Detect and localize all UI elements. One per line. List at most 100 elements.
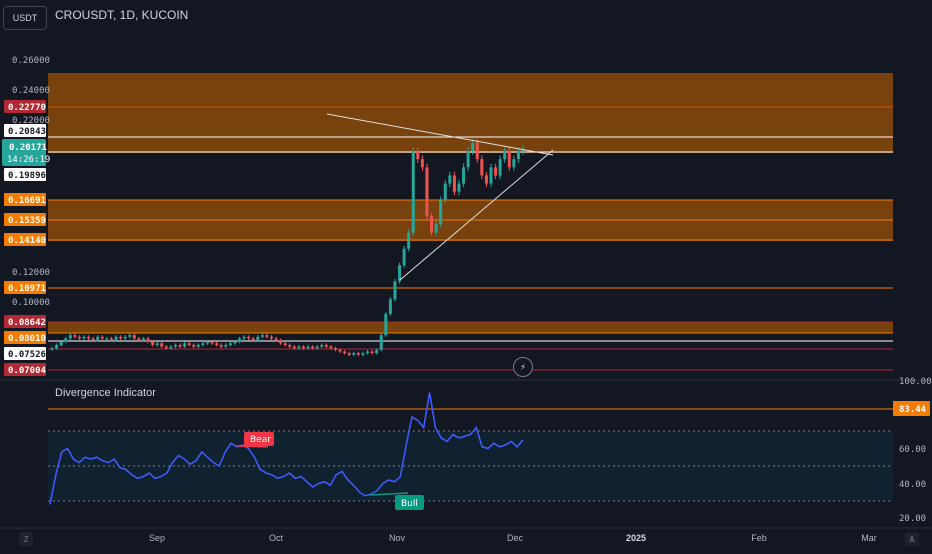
price-axis-tick: 0.22000 [12, 116, 50, 126]
price-level-label: 0.08010 [8, 334, 46, 344]
auto-scale-button[interactable]: A [905, 532, 919, 546]
candle-body [338, 349, 342, 352]
price-axis-tick: 0.10000 [12, 298, 50, 308]
bear-signal-label: Bear [250, 435, 271, 445]
price-level-tag [4, 233, 46, 246]
resistance-zone [48, 73, 893, 153]
candle-body [388, 299, 392, 314]
price-level-label: 0.22770 [8, 103, 46, 113]
candle-body [164, 346, 168, 349]
candle-body [306, 346, 310, 349]
trendline-lower [399, 149, 554, 281]
price-level-label: 0.10971 [8, 284, 46, 294]
candle-body [398, 265, 402, 282]
candle-body [251, 338, 255, 341]
candle-body [224, 344, 228, 347]
candle-body [370, 351, 374, 354]
price-level-label: 0.14140 [8, 236, 46, 246]
price-level-tag [4, 315, 46, 328]
candle-body [484, 175, 488, 184]
candle-body [324, 344, 328, 347]
candle-body [123, 336, 127, 339]
candle-body [366, 351, 370, 354]
time-axis-label: Feb [751, 533, 767, 543]
candle-body [361, 353, 365, 355]
candle-body [375, 349, 379, 354]
price-level-tag [4, 363, 46, 376]
candle-body [420, 159, 424, 168]
candle-body [507, 151, 511, 168]
candle-body [50, 348, 54, 350]
candle-body [402, 248, 406, 266]
oscillator-axis-tick: 100.00 [899, 377, 932, 387]
oscillator-line [49, 392, 524, 505]
candle-body [91, 338, 95, 341]
oscillator-value-tag [893, 401, 930, 416]
price-level-tag [4, 347, 46, 360]
candle-body [320, 344, 324, 347]
candle-body [356, 353, 360, 355]
candle-body [498, 159, 502, 176]
candle-body [205, 341, 209, 344]
candle-body [512, 159, 516, 168]
price-axis-tick: 0.12000 [12, 268, 50, 278]
candle-body [183, 343, 187, 347]
time-axis-label: Dec [506, 533, 524, 543]
oscillator-axis-tick: 20.00 [899, 514, 926, 524]
candle-body [141, 338, 145, 341]
candle-body [119, 336, 123, 339]
candle-body [516, 151, 520, 160]
bull-signal-label: Bull [401, 499, 418, 509]
price-level-tag [4, 100, 46, 113]
candle-body [210, 341, 214, 344]
candle-body [77, 336, 81, 339]
candle-body [219, 344, 223, 347]
candle-body [237, 338, 241, 342]
price-level-tag [4, 168, 46, 181]
candle-body [311, 346, 315, 349]
base-zone [48, 322, 893, 333]
candle-body [503, 151, 507, 160]
price-level-tag [4, 124, 46, 137]
candle-body [292, 346, 296, 349]
candle-body [146, 338, 150, 342]
bear-divergence-line [236, 445, 269, 448]
zoom-toggle-button[interactable]: Z [19, 532, 33, 546]
candle-body [169, 346, 173, 349]
candle-body [228, 343, 232, 345]
price-level-label: 0.19896 [8, 171, 46, 181]
price-level-label: 0.07004 [8, 366, 47, 376]
price-level-tag [4, 281, 46, 294]
time-axis-label: Mar [861, 533, 877, 543]
candle-body [173, 344, 177, 347]
price-axis-tick: 0.26000 [12, 56, 50, 66]
candle-body [87, 336, 91, 339]
candle-body [411, 151, 415, 233]
bull-divergence-line [369, 492, 409, 496]
candle-body [247, 336, 251, 339]
price-level-label: 0.07526 [8, 350, 46, 360]
candle-body [265, 335, 269, 337]
replay-icon[interactable]: ⚡ [513, 357, 533, 377]
currency-button[interactable]: USDT [3, 6, 47, 30]
candle-body [457, 183, 461, 192]
candle-body [452, 175, 456, 192]
candle-body [343, 351, 347, 354]
candle-body [434, 224, 438, 233]
candle-body [352, 353, 356, 355]
trendline-upper [326, 113, 554, 156]
last-price-tag [2, 139, 46, 166]
candle-body [137, 338, 141, 341]
candle-body [407, 232, 411, 249]
candle-body [329, 346, 333, 349]
candle-body [279, 340, 283, 344]
candle-body [64, 338, 68, 342]
candle-body [55, 344, 59, 349]
candle-body [160, 343, 164, 347]
candle-body [114, 336, 118, 341]
last-price-countdown: 14:26:19 [7, 155, 50, 165]
oscillator-title: Divergence Indicator [55, 387, 156, 399]
price-level-label: 0.16691 [8, 196, 46, 206]
